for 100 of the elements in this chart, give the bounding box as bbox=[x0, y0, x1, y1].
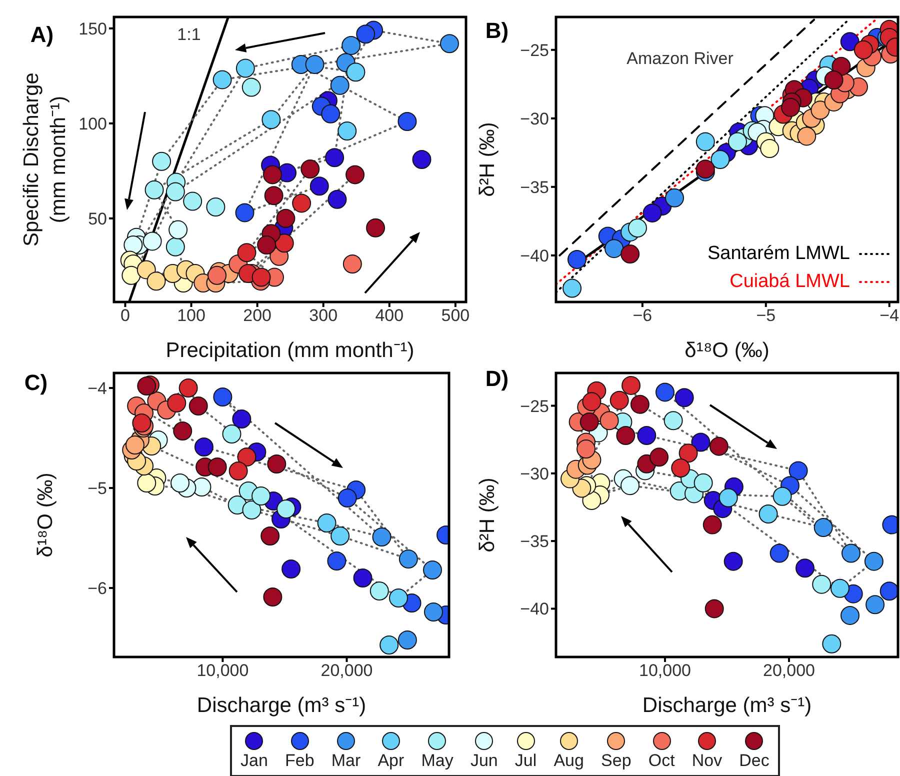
point bbox=[664, 411, 683, 430]
x-axis-title: Precipitation (mm month⁻¹) bbox=[166, 339, 414, 362]
point bbox=[328, 190, 347, 209]
point bbox=[237, 448, 256, 466]
point bbox=[665, 188, 684, 208]
point bbox=[758, 504, 778, 524]
x-tick-label: −4 bbox=[880, 306, 900, 326]
legend-label: Sep bbox=[601, 751, 632, 771]
point bbox=[170, 474, 190, 492]
point bbox=[797, 126, 816, 146]
point bbox=[146, 272, 166, 291]
point bbox=[630, 394, 650, 414]
point bbox=[678, 444, 698, 463]
point bbox=[122, 266, 141, 285]
point bbox=[338, 122, 357, 140]
point bbox=[325, 148, 344, 168]
point bbox=[276, 208, 296, 228]
point bbox=[330, 526, 350, 546]
point bbox=[342, 36, 361, 55]
point bbox=[440, 34, 459, 54]
point bbox=[356, 24, 376, 44]
point bbox=[694, 473, 713, 492]
point bbox=[372, 528, 392, 546]
point bbox=[824, 70, 844, 90]
point bbox=[810, 100, 830, 120]
point bbox=[696, 132, 715, 152]
point bbox=[346, 62, 366, 82]
point bbox=[321, 104, 340, 124]
point bbox=[235, 203, 254, 222]
point bbox=[353, 568, 372, 588]
x-tick-label: 20,000 bbox=[320, 661, 373, 680]
legend-label: Aug bbox=[554, 751, 584, 771]
point bbox=[830, 578, 850, 598]
point bbox=[342, 254, 362, 274]
point bbox=[709, 436, 728, 456]
x-tick-label: 400 bbox=[375, 306, 404, 326]
point bbox=[710, 150, 730, 169]
y-tick-label: −35 bbox=[520, 178, 549, 197]
point bbox=[252, 486, 271, 506]
chart-title: D) bbox=[485, 366, 509, 391]
legend-label: Santarém LMWL bbox=[707, 243, 850, 265]
point bbox=[796, 558, 814, 578]
point bbox=[704, 599, 724, 618]
point bbox=[222, 424, 242, 444]
point bbox=[168, 220, 188, 240]
point bbox=[152, 152, 172, 171]
x-tick-label: −5 bbox=[756, 306, 776, 326]
point bbox=[178, 378, 198, 398]
point bbox=[620, 476, 640, 496]
legend-label: Oct bbox=[648, 751, 675, 771]
point bbox=[628, 218, 647, 238]
x-tick-label: 10,000 bbox=[639, 661, 691, 680]
chart-title: B) bbox=[485, 18, 509, 43]
point bbox=[674, 388, 694, 408]
point bbox=[330, 76, 350, 95]
point bbox=[424, 602, 443, 622]
x-tick-label: 0 bbox=[120, 306, 130, 326]
y-tick-label: −40 bbox=[520, 246, 549, 266]
point bbox=[600, 411, 619, 430]
y-tick-label: −25 bbox=[520, 396, 549, 416]
point bbox=[300, 160, 320, 178]
point bbox=[691, 432, 710, 452]
y-axis-title: δ²H (‰) bbox=[476, 478, 499, 552]
y-tick-label: −4 bbox=[88, 379, 107, 398]
point bbox=[840, 606, 860, 625]
x-tick-label: 200 bbox=[243, 306, 272, 326]
annotation: 1:1 bbox=[177, 25, 201, 44]
legend-label: Jul bbox=[514, 751, 537, 771]
point bbox=[610, 390, 629, 410]
y-axis-title: Specific Discharge (mm month⁻¹) bbox=[20, 72, 70, 246]
point bbox=[125, 436, 144, 454]
legend-label: Dec bbox=[739, 751, 770, 771]
y-tick-label: −30 bbox=[520, 109, 549, 128]
point bbox=[880, 582, 898, 601]
point bbox=[264, 186, 284, 206]
point bbox=[562, 278, 582, 298]
point bbox=[580, 412, 599, 432]
point bbox=[213, 388, 232, 406]
point bbox=[327, 552, 346, 570]
point bbox=[822, 634, 842, 654]
y-tick-label: −6 bbox=[88, 579, 107, 598]
point bbox=[166, 237, 185, 256]
point bbox=[702, 515, 722, 534]
point bbox=[257, 236, 276, 254]
point bbox=[305, 55, 324, 74]
point bbox=[866, 595, 885, 614]
point bbox=[760, 139, 780, 158]
point bbox=[842, 544, 861, 563]
point bbox=[604, 239, 624, 258]
chart-title: C) bbox=[24, 370, 48, 395]
point bbox=[772, 486, 792, 506]
point bbox=[398, 550, 418, 568]
point bbox=[814, 518, 833, 538]
legend-label: Apr bbox=[378, 751, 404, 771]
point bbox=[317, 514, 336, 532]
x-axis-title: Discharge (m³ s⁻¹) bbox=[642, 694, 812, 717]
y-tick-label: 150 bbox=[78, 19, 107, 38]
point bbox=[274, 234, 294, 253]
y-axis-title: δ¹⁸O (‰) bbox=[34, 472, 57, 558]
point bbox=[137, 474, 156, 492]
